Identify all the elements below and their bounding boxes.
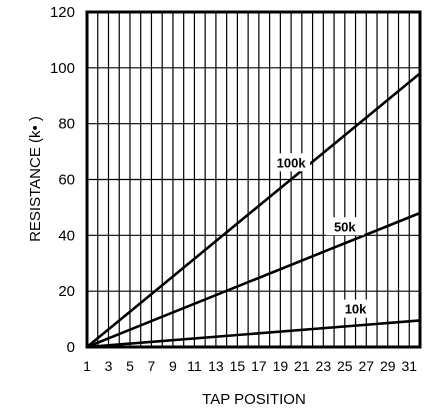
x-tick-label: 31 (401, 358, 417, 374)
x-tick-label: 13 (208, 358, 224, 374)
series-label-bg (336, 299, 375, 318)
y-tick-labels: 0 20 40 60 80 100 120 (50, 4, 75, 356)
x-tick-label: 25 (337, 358, 353, 374)
x-tick-label: 27 (359, 358, 375, 374)
x-tick-label: 17 (251, 358, 267, 374)
series-lines (86, 72, 421, 349)
series-line-10k (86, 319, 421, 349)
y-tick-label: 80 (58, 116, 75, 133)
series-label-50k: 50k (334, 219, 356, 234)
grid (87, 12, 420, 347)
x-tick-label: 15 (230, 358, 246, 374)
y-tick-label: 120 (50, 4, 75, 21)
series-label-bg (272, 153, 311, 172)
series-label-bg (325, 217, 364, 236)
x-tick-label: 19 (273, 358, 289, 374)
x-tick-label: 7 (148, 358, 156, 374)
y-tick-label: 100 (50, 60, 75, 77)
series-line-100k (86, 72, 421, 349)
x-tick-label: 1 (83, 358, 91, 374)
series-labels: 100k 50k 10k (272, 153, 375, 318)
y-tick-label: 0 (67, 339, 75, 356)
x-tick-label: 21 (294, 358, 310, 374)
y-tick-label: 60 (58, 172, 75, 189)
y-tick-label: 20 (58, 283, 75, 300)
x-tick-label: 11 (187, 358, 202, 374)
series-line-50k (86, 211, 421, 349)
plot-frame (85, 10, 422, 349)
series-label-100k: 100k (277, 155, 307, 170)
x-tick-label: 9 (169, 358, 177, 374)
y-tick-label: 40 (58, 227, 75, 244)
y-axis-title: RESISTANCE (k• ) (27, 116, 44, 242)
series-label-10k: 10k (345, 302, 367, 317)
x-axis-title: TAP POSITION (202, 391, 306, 408)
x-tick-label: 29 (380, 358, 396, 374)
x-tick-label: 3 (105, 358, 113, 374)
x-tick-label: 23 (316, 358, 332, 374)
x-tick-labels: 1 3 5 7 9 11 13 15 17 19 21 23 25 27 29 31 (83, 358, 417, 374)
x-tick-label: 5 (126, 358, 134, 374)
